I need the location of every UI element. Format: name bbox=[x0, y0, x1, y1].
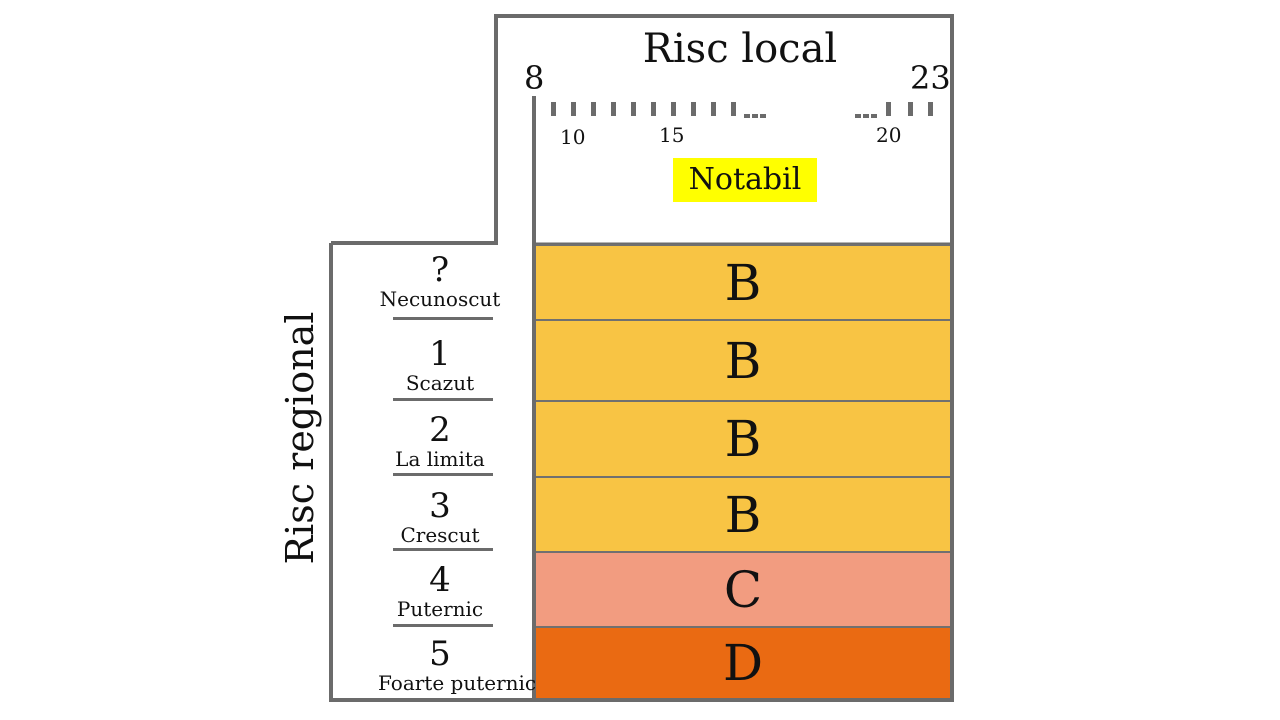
risk-cell-level-5: D bbox=[536, 626, 950, 698]
level-name: Necunoscut bbox=[379, 287, 501, 311]
level-number: 2 bbox=[429, 410, 451, 450]
level-separator bbox=[393, 317, 493, 320]
level-4: 4 Puternic bbox=[378, 562, 502, 620]
level-unknown: ? Necunoscut bbox=[378, 252, 502, 310]
level-number: 4 bbox=[429, 560, 451, 600]
local-risk-title: Risc local bbox=[642, 26, 838, 72]
scale-tick-dot bbox=[863, 114, 869, 118]
scale-tick bbox=[611, 102, 616, 116]
regional-risk-title: Risc regional bbox=[278, 311, 322, 565]
level-name: La limita bbox=[395, 447, 485, 471]
scale-tick bbox=[731, 102, 736, 116]
level-number: 1 bbox=[429, 334, 451, 374]
level-name: Puternic bbox=[396, 597, 484, 621]
scale-ticks bbox=[551, 102, 933, 118]
level-number: 3 bbox=[429, 486, 451, 526]
level-name: Crescut bbox=[400, 523, 480, 547]
level-3: 3 Crescut bbox=[378, 488, 502, 546]
scale-tick-dot bbox=[752, 114, 758, 118]
risk-cell-level-4: C bbox=[536, 551, 950, 626]
scale-tick-dot bbox=[855, 114, 861, 118]
scale-tick bbox=[928, 102, 933, 116]
level-separator bbox=[393, 398, 493, 401]
level-1: 1 Scazut bbox=[378, 336, 502, 394]
level-separator bbox=[393, 624, 493, 627]
scale-tick bbox=[886, 102, 891, 116]
level-number: ? bbox=[430, 250, 450, 290]
scale-tick bbox=[908, 102, 913, 116]
tick-label-20: 20 bbox=[876, 123, 902, 147]
level-5: 5 Foarte puternic bbox=[378, 634, 537, 695]
scale-min-label: 8 bbox=[524, 59, 545, 97]
level-name: Foarte puternic bbox=[378, 671, 537, 695]
scale-tick bbox=[691, 102, 696, 116]
risk-cell-unknown: B bbox=[536, 244, 950, 319]
level-name: Scazut bbox=[405, 371, 475, 395]
risk-cell-level-2: B bbox=[536, 400, 950, 476]
scale-tick bbox=[631, 102, 636, 116]
scale-tick bbox=[711, 102, 716, 116]
tick-label-15: 15 bbox=[659, 123, 685, 147]
risk-cell-level-3: B bbox=[536, 476, 950, 551]
level-number: 5 bbox=[429, 634, 451, 674]
scale-tick bbox=[551, 102, 556, 116]
level-separator bbox=[393, 548, 493, 551]
scale-tick-dot bbox=[760, 114, 766, 118]
tick-label-10: 10 bbox=[560, 125, 586, 149]
risk-level-badge: Notabil bbox=[673, 158, 817, 202]
scale-tick bbox=[671, 102, 676, 116]
scale-tick-dot bbox=[744, 114, 750, 118]
risk-cell-level-1: B bbox=[536, 319, 950, 400]
scale-tick bbox=[591, 102, 596, 116]
level-separator bbox=[393, 473, 493, 476]
scale-tick bbox=[651, 102, 656, 116]
outer-border bbox=[329, 14, 954, 702]
scale-max-label: 23 bbox=[910, 59, 951, 97]
scale-tick bbox=[571, 102, 576, 116]
level-2: 2 La limita bbox=[378, 412, 502, 470]
scale-tick-dot bbox=[871, 114, 877, 118]
